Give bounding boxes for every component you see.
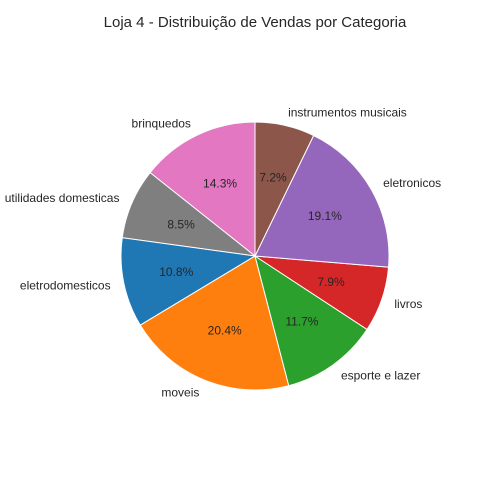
pct-label-brinquedos: 14.3% [203, 177, 237, 191]
category-label-moveis: moveis [161, 386, 199, 400]
category-label-brinquedos: brinquedos [132, 116, 191, 130]
pct-label-eletrodomesticos: 10.8% [159, 265, 193, 279]
pct-label-utilidades-domesticas: 8.5% [167, 217, 195, 231]
pie-slice-eletronicos [254, 134, 390, 268]
category-label-eletronicos: eletronicos [383, 176, 441, 190]
category-label-esporte-e-lazer: esporte e lazer [341, 369, 420, 383]
category-label-livros: livros [394, 297, 422, 311]
chart-title: Loja 4 - Distribuição de Vendas por Cate… [104, 14, 407, 31]
category-label-instrumentos-musicais: instrumentos musicais [288, 105, 407, 119]
pct-label-eletronicos: 19.1% [308, 209, 342, 223]
pie-slice-instrumentos-musicais [254, 121, 315, 257]
pct-label-esporte-e-lazer: 11.7% [285, 314, 318, 328]
pie-labels: 14.3% brinquedos 8.5% utilidades domesticas… [5, 105, 441, 399]
pie-slices [120, 121, 390, 391]
pct-label-livros: 7.9% [317, 275, 345, 289]
pie-slice-moveis [139, 255, 290, 391]
pie-slice-brinquedos [149, 121, 256, 258]
pct-label-moveis: 20.4% [208, 323, 242, 337]
category-label-utilidades-domesticas: utilidades domesticas [5, 191, 120, 205]
pct-label-instrumentos-musicais: 7.2% [259, 171, 287, 185]
pie-slice-esporte-e-lazer [254, 254, 368, 387]
category-label-eletrodomesticos: eletrodomesticos [20, 279, 111, 293]
pie-slice-eletrodomesticos [120, 237, 257, 326]
